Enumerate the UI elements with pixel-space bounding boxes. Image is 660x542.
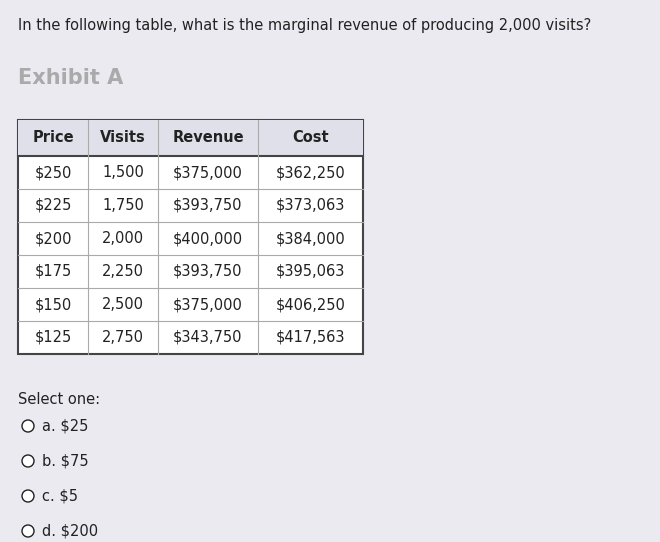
- Bar: [18, 120, 363, 156]
- Text: $343,750: $343,750: [173, 330, 243, 345]
- Text: $393,750: $393,750: [173, 198, 243, 213]
- Text: 1,750: 1,750: [102, 198, 144, 213]
- Circle shape: [22, 525, 34, 537]
- Text: $125: $125: [34, 330, 72, 345]
- Text: $395,063: $395,063: [276, 264, 345, 279]
- Text: $375,000: $375,000: [173, 165, 243, 180]
- Text: 1,500: 1,500: [102, 165, 144, 180]
- Text: $150: $150: [34, 297, 72, 312]
- Text: d. $200: d. $200: [42, 524, 98, 539]
- Text: Visits: Visits: [100, 131, 146, 145]
- Text: $417,563: $417,563: [276, 330, 345, 345]
- Text: Revenue: Revenue: [172, 131, 244, 145]
- Text: Select one:: Select one:: [18, 392, 100, 407]
- Text: Cost: Cost: [292, 131, 329, 145]
- Text: $225: $225: [34, 198, 72, 213]
- Text: Price: Price: [32, 131, 74, 145]
- Bar: [18, 120, 363, 354]
- Text: In the following table, what is the marginal revenue of producing 2,000 visits?: In the following table, what is the marg…: [18, 18, 591, 33]
- Text: $175: $175: [34, 264, 72, 279]
- Text: $250: $250: [34, 165, 72, 180]
- Circle shape: [22, 490, 34, 502]
- Text: $200: $200: [34, 231, 72, 246]
- Circle shape: [22, 420, 34, 432]
- Text: a. $25: a. $25: [42, 418, 88, 434]
- Circle shape: [22, 455, 34, 467]
- Text: $375,000: $375,000: [173, 297, 243, 312]
- Text: 2,500: 2,500: [102, 297, 144, 312]
- Text: Exhibit A: Exhibit A: [18, 68, 123, 88]
- Text: c. $5: c. $5: [42, 488, 78, 504]
- Text: $373,063: $373,063: [276, 198, 345, 213]
- Text: b. $75: b. $75: [42, 454, 88, 468]
- Text: 2,000: 2,000: [102, 231, 144, 246]
- Text: $400,000: $400,000: [173, 231, 243, 246]
- Text: $406,250: $406,250: [276, 297, 345, 312]
- Text: $393,750: $393,750: [173, 264, 243, 279]
- Text: 2,750: 2,750: [102, 330, 144, 345]
- Text: 2,250: 2,250: [102, 264, 144, 279]
- Text: $362,250: $362,250: [276, 165, 345, 180]
- Text: $384,000: $384,000: [276, 231, 345, 246]
